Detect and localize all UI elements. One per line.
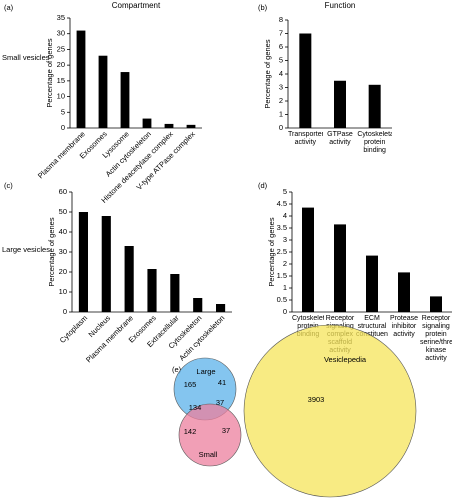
bar [147, 269, 157, 312]
y-tick-label: 40 [59, 227, 67, 236]
venn-set-name: Large [196, 367, 215, 376]
bar [164, 123, 174, 128]
y-tick-label: 2.5 [277, 247, 287, 256]
y-axis-title: Percentage of genes [267, 217, 276, 286]
y-tick-label: 2 [283, 259, 287, 268]
y-tick-label: 15 [57, 76, 65, 85]
bar [98, 55, 108, 128]
venn-count: 3903 [308, 395, 325, 404]
y-tick-label: 30 [57, 29, 65, 38]
row-label: Small vesicles [2, 53, 50, 62]
venn-count: 165 [184, 380, 197, 389]
x-tick-label: Transporter activity [288, 131, 323, 146]
y-tick-label: 50 [59, 207, 67, 216]
x-tick-label-box: Transporter activity [288, 131, 323, 146]
y-tick-label: 6 [279, 42, 283, 51]
panel-label: (a) [4, 3, 14, 12]
venn-count: 37 [216, 398, 224, 407]
y-tick-label: 1 [279, 109, 283, 118]
y-tick-label: 3 [283, 235, 287, 244]
bar [124, 246, 134, 312]
y-tick-label: 5 [279, 55, 283, 64]
chart-title: Compartment [112, 1, 161, 10]
venn-set [178, 403, 242, 467]
venn-count: 37 [222, 426, 230, 435]
bar [430, 296, 442, 312]
bar [302, 207, 314, 312]
bar [120, 72, 130, 128]
venn-count: 134 [189, 403, 202, 412]
x-tick-label: Protease inhibitor activity [389, 315, 419, 338]
y-tick-label: 0.5 [277, 295, 287, 304]
chart-title: Function [325, 1, 356, 10]
y-tick-label: 5 [61, 107, 65, 116]
y-tick-label: 4 [283, 211, 287, 220]
y-tick-label: 10 [57, 92, 65, 101]
y-axis-title: Percentage of genes [47, 217, 56, 286]
x-tick-label-box: Protease inhibitor activity [389, 315, 419, 338]
bar [193, 298, 203, 312]
x-tick-label: Receptor signaling protein serine/threon… [420, 315, 452, 362]
bar [142, 118, 152, 128]
y-tick-label: 7 [279, 28, 283, 37]
bar [216, 304, 226, 312]
x-tick-label-box: GTPase activity [327, 131, 353, 146]
row-label: Large vesicles [2, 245, 50, 254]
y-tick-label: 30 [59, 247, 67, 256]
y-tick-label: 35 [57, 13, 65, 22]
y-tick-label: 4.5 [277, 199, 287, 208]
y-tick-label: 0 [279, 123, 283, 132]
y-tick-label: 3.5 [277, 223, 287, 232]
y-tick-label: 20 [59, 267, 67, 276]
bar [366, 255, 378, 312]
bar [170, 274, 180, 312]
bar [101, 216, 111, 312]
y-axis-title: Percentage of genes [45, 38, 54, 107]
y-tick-label: 25 [57, 44, 65, 53]
y-tick-label: 1 [283, 283, 287, 292]
venn-set [243, 324, 417, 498]
y-tick-label: 60 [59, 187, 67, 196]
y-tick-label: 2 [279, 96, 283, 105]
x-tick-label: ECM structural constituent [356, 315, 388, 338]
panel-label: (b) [258, 3, 268, 12]
y-tick-label: 1.5 [277, 271, 287, 280]
bar [334, 80, 346, 128]
x-tick-label: Cytoskeletal protein binding [357, 131, 392, 154]
bar [78, 212, 88, 312]
y-tick-label: 4 [279, 69, 283, 78]
bar [76, 30, 86, 129]
panel-label: (e) [172, 365, 182, 374]
y-tick-label: 3 [279, 82, 283, 91]
y-axis-title: Percentage of genes [263, 39, 272, 108]
venn-set-name: Small [199, 450, 218, 459]
x-tick-label-box: ECM structural constituent [356, 315, 388, 338]
x-tick-label: Cytoplasm [58, 313, 89, 344]
venn-count: 41 [218, 378, 226, 387]
y-tick-label: 8 [279, 15, 283, 24]
y-tick-label: 0 [61, 123, 65, 132]
venn-count: 142 [184, 427, 197, 436]
y-tick-label: 5 [283, 187, 287, 196]
y-tick-label: 10 [59, 287, 67, 296]
bar [186, 124, 196, 128]
x-tick-label-box: Cytoskeletal protein binding [357, 131, 392, 154]
venn-set-name: Vesiclepedia [324, 355, 367, 364]
x-tick-label-box: Receptor signaling protein serine/threon… [420, 315, 452, 362]
bar [398, 272, 410, 312]
bar [368, 84, 381, 128]
y-tick-label: 0 [63, 307, 67, 316]
x-tick-label: GTPase activity [327, 131, 353, 146]
bar [334, 224, 346, 312]
y-tick-label: 20 [57, 60, 65, 69]
y-tick-label: 0 [283, 307, 287, 316]
panel-label: (d) [258, 181, 268, 190]
panel-label: (c) [4, 181, 13, 190]
bar [299, 33, 312, 128]
